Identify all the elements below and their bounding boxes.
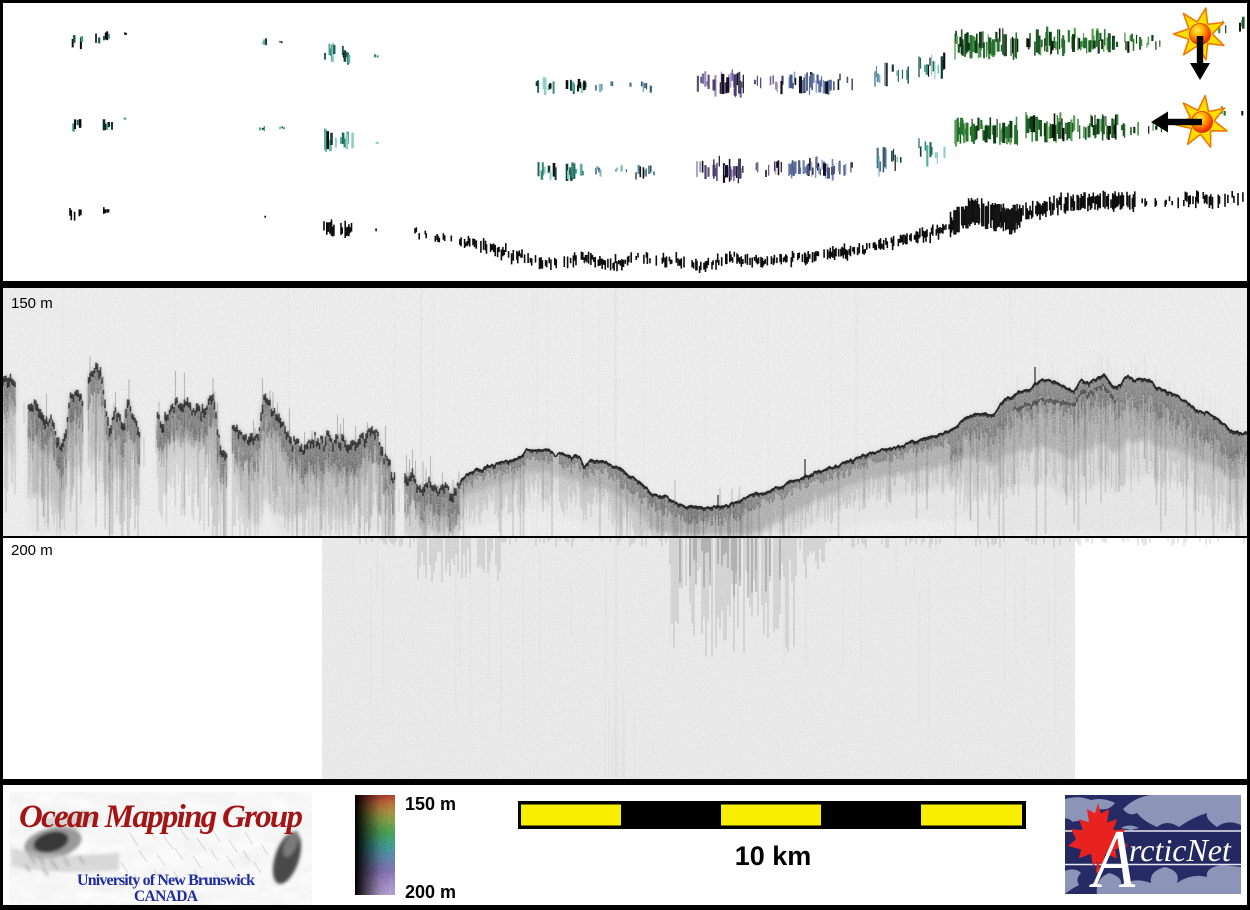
svg-text:150 m: 150 m	[11, 295, 53, 312]
svg-text:CANADA: CANADA	[134, 888, 199, 905]
svg-text:rcticNet: rcticNet	[1129, 832, 1232, 868]
svg-text:A: A	[1089, 813, 1137, 894]
svg-text:200 m: 200 m	[11, 542, 53, 559]
svg-text:Ocean Mapping Group: Ocean Mapping Group	[19, 799, 303, 835]
svg-text:University of New Brunswick: University of New Brunswick	[77, 872, 255, 889]
